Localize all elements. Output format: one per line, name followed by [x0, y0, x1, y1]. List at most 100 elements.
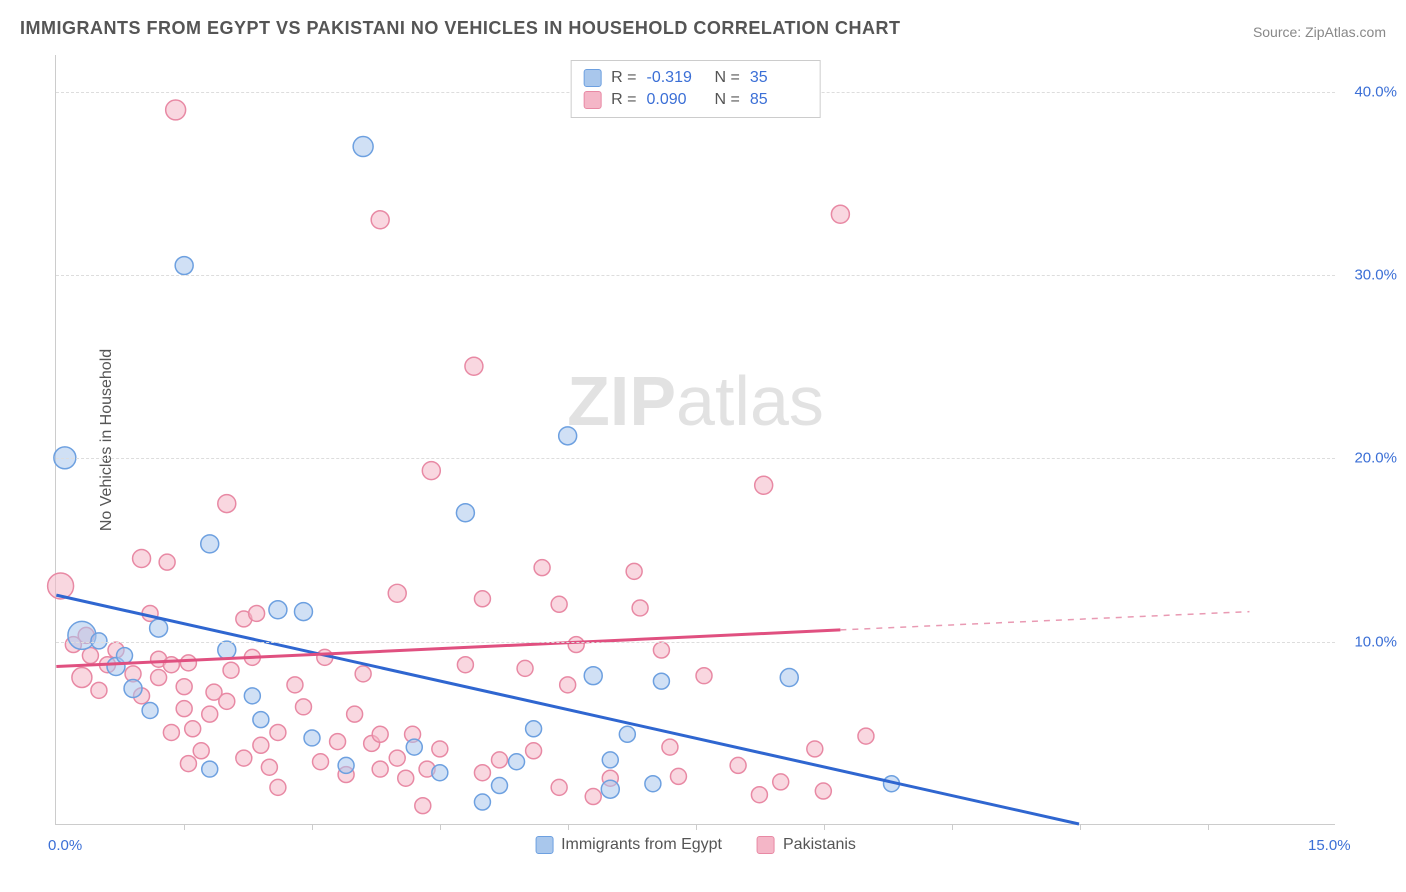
scatter-point	[159, 554, 175, 570]
scatter-point	[244, 688, 260, 704]
scatter-point	[584, 667, 602, 685]
scatter-point	[270, 724, 286, 740]
scatter-point	[202, 706, 218, 722]
scatter-point	[270, 779, 286, 795]
grid-line	[56, 458, 1335, 459]
scatter-point	[653, 642, 669, 658]
scatter-point	[218, 641, 236, 659]
scatter-point	[456, 504, 474, 522]
scatter-point	[82, 648, 98, 664]
x-tick-mark	[696, 824, 697, 830]
stats-legend: R = -0.319 N = 35 R = 0.090 N = 85	[570, 60, 821, 118]
grid-line	[56, 642, 1335, 643]
scatter-point	[730, 757, 746, 773]
scatter-point	[330, 734, 346, 750]
scatter-point	[371, 211, 389, 229]
scatter-point	[372, 761, 388, 777]
scatter-point	[509, 754, 525, 770]
legend-swatch-pakistani	[757, 836, 775, 854]
bottom-legend: Immigrants from Egypt Pakistanis	[535, 836, 856, 854]
source-attribution: Source: ZipAtlas.com	[1253, 24, 1386, 40]
x-tick-mark	[568, 824, 569, 830]
scatter-point	[304, 730, 320, 746]
x-tick-label: 0.0%	[48, 837, 82, 854]
scatter-point	[619, 726, 635, 742]
scatter-point	[175, 257, 193, 275]
scatter-point	[526, 743, 542, 759]
scatter-point	[261, 759, 277, 775]
scatter-point	[347, 706, 363, 722]
scatter-point	[372, 726, 388, 742]
scatter-point	[253, 712, 269, 728]
scatter-point	[831, 205, 849, 223]
scatter-point	[294, 603, 312, 621]
plot-area: No Vehicles in Household ZIPatlas R = -0…	[55, 55, 1335, 825]
legend-item-egypt: Immigrants from Egypt	[535, 836, 722, 854]
swatch-egypt	[583, 69, 601, 87]
scatter-point	[815, 783, 831, 799]
scatter-point	[432, 741, 448, 757]
scatter-point	[601, 780, 619, 798]
scatter-point	[253, 737, 269, 753]
x-tick-mark	[184, 824, 185, 830]
scatter-point	[457, 657, 473, 673]
scatter-point	[163, 657, 179, 673]
scatter-point	[602, 752, 618, 768]
scatter-point	[465, 357, 483, 375]
trend-line	[56, 630, 840, 667]
chart-title: IMMIGRANTS FROM EGYPT VS PAKISTANI NO VE…	[20, 18, 901, 39]
scatter-point	[517, 660, 533, 676]
y-tick-label: 20.0%	[1354, 450, 1397, 467]
scatter-point	[338, 757, 354, 773]
scatter-point	[185, 721, 201, 737]
scatter-point	[151, 670, 167, 686]
swatch-pakistani	[583, 91, 601, 109]
scatter-point	[389, 750, 405, 766]
scatter-point	[133, 550, 151, 568]
scatter-point	[755, 476, 773, 494]
scatter-point	[287, 677, 303, 693]
scatter-point	[163, 724, 179, 740]
scatter-point	[249, 605, 265, 621]
scatter-point	[491, 752, 507, 768]
scatter-point	[166, 100, 186, 120]
x-tick-mark	[824, 824, 825, 830]
scatter-point	[415, 798, 431, 814]
grid-line	[56, 275, 1335, 276]
scatter-point	[124, 680, 142, 698]
scatter-point	[150, 619, 168, 637]
y-tick-label: 30.0%	[1354, 267, 1397, 284]
scatter-point	[696, 668, 712, 684]
scatter-point	[632, 600, 648, 616]
scatter-point	[193, 743, 209, 759]
scatter-point	[751, 787, 767, 803]
scatter-point	[551, 596, 567, 612]
x-tick-mark	[1208, 824, 1209, 830]
scatter-point	[662, 739, 678, 755]
scatter-point	[670, 768, 686, 784]
x-tick-mark	[952, 824, 953, 830]
stats-row-pakistani: R = 0.090 N = 85	[583, 89, 808, 111]
scatter-point	[780, 669, 798, 687]
x-tick-mark	[312, 824, 313, 830]
scatter-point	[526, 721, 542, 737]
scatter-point	[180, 655, 196, 671]
scatter-point	[432, 765, 448, 781]
scatter-point	[180, 756, 196, 772]
scatter-point	[313, 754, 329, 770]
scatter-point	[269, 601, 287, 619]
scatter-point	[355, 666, 371, 682]
scatter-point	[202, 761, 218, 777]
scatter-point	[176, 701, 192, 717]
x-tick-label: 15.0%	[1308, 837, 1351, 854]
legend-item-pakistani: Pakistanis	[757, 836, 856, 854]
scatter-point	[626, 563, 642, 579]
scatter-point	[388, 584, 406, 602]
scatter-point	[398, 770, 414, 786]
scatter-point	[858, 728, 874, 744]
scatter-point	[142, 702, 158, 718]
scatter-point	[236, 750, 252, 766]
scatter-point	[559, 427, 577, 445]
scatter-point	[406, 739, 422, 755]
scatter-point	[219, 693, 235, 709]
